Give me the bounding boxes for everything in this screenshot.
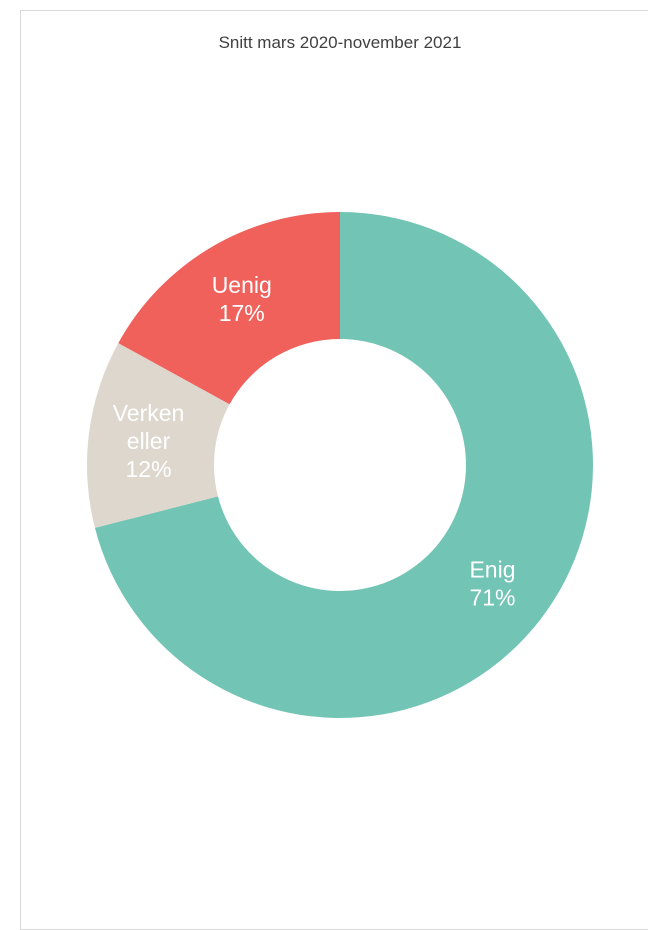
slice-value-label: 17%	[219, 300, 265, 326]
slice-name-label: Verken	[113, 400, 185, 426]
slice-label-verken-eller: Verken eller 12%	[113, 400, 185, 482]
slice-name-label: Enig	[469, 556, 515, 582]
slice-value-label: 12%	[125, 456, 171, 482]
slice-name-label: Uenig	[212, 272, 272, 298]
slice-verken-eller	[87, 343, 230, 528]
slice-label-enig: Enig 71%	[469, 556, 515, 610]
slice-enig	[94, 212, 594, 718]
slice-value-label: 71%	[469, 584, 515, 610]
chart-title: Snitt mars 2020-november 2021	[218, 33, 462, 52]
donut-labels: Enig 71% Verken eller 12% Uenig 17%	[113, 272, 516, 610]
slice-label-uenig: Uenig 17%	[212, 272, 272, 326]
slice-name-label: eller	[127, 428, 171, 454]
donut-slices	[87, 212, 594, 718]
slice-uenig	[118, 212, 341, 405]
